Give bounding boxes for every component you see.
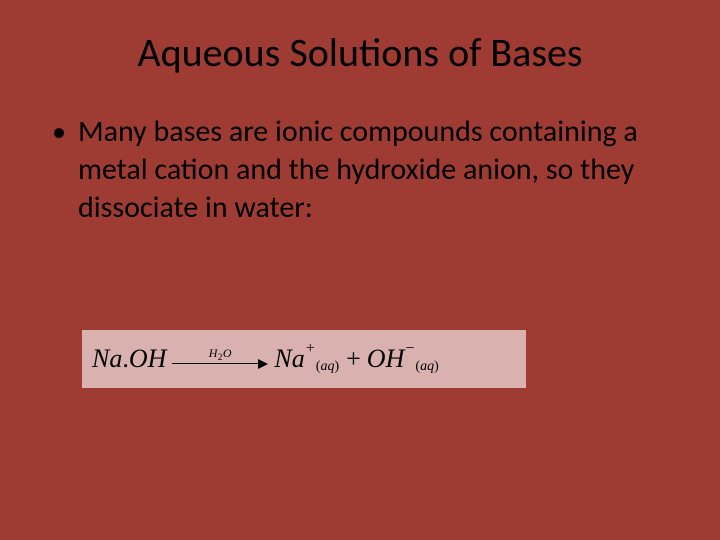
product-na-charge: + xyxy=(306,340,315,358)
bullet-item: • Many bases are ionic compounds contain… xyxy=(48,113,672,227)
reactant-na: Na xyxy=(92,344,122,374)
product-na: Na xyxy=(274,344,304,374)
equation-box: Na.OH H2O Na+(aq) + OH−(aq) xyxy=(82,330,526,388)
reaction-arrow: H2O xyxy=(172,347,268,370)
bullet-text: Many bases are ionic compounds containin… xyxy=(78,113,672,227)
product-oh-phase: (aq) xyxy=(415,359,438,375)
equation: Na.OH H2O Na+(aq) + OH−(aq) xyxy=(92,344,440,374)
bullet-marker: • xyxy=(52,113,66,151)
plus-operator: + xyxy=(346,344,361,374)
slide: Aqueous Solutions of Bases • Many bases … xyxy=(0,0,720,540)
reactant-oh: OH xyxy=(129,344,167,374)
product-na-phase: (aq) xyxy=(316,359,339,375)
slide-title: Aqueous Solutions of Bases xyxy=(48,28,672,77)
product-oh: OH xyxy=(367,344,405,374)
arrow-line-icon xyxy=(172,358,268,370)
product-oh-charge: − xyxy=(405,340,414,358)
